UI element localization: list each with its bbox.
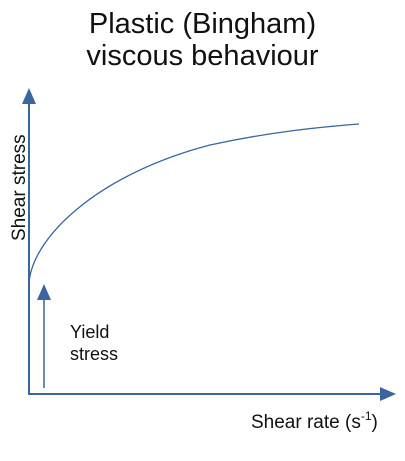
x-axis-label-superscript: -1 bbox=[361, 409, 372, 423]
flow-curve bbox=[28, 123, 360, 286]
x-axis-label: Shear rate (s-1) bbox=[251, 409, 378, 433]
x-axis-label-text: Shear rate (s bbox=[251, 412, 361, 433]
diagram-title: Plastic (Bingham) viscous behaviour bbox=[0, 8, 405, 72]
title-line-2: viscous behaviour bbox=[86, 40, 319, 72]
yield-stress-arrowhead bbox=[37, 284, 51, 300]
x-axis-arrowhead bbox=[380, 387, 396, 401]
y-axis-label: Shear stress bbox=[9, 134, 30, 241]
yield-label-line-2: stress bbox=[70, 344, 118, 364]
y-axis-arrowhead bbox=[22, 88, 36, 104]
x-axis-label-close: ) bbox=[372, 412, 378, 433]
yield-label-line-1: Yield bbox=[70, 322, 109, 342]
title-line-1: Plastic (Bingham) bbox=[88, 8, 317, 40]
